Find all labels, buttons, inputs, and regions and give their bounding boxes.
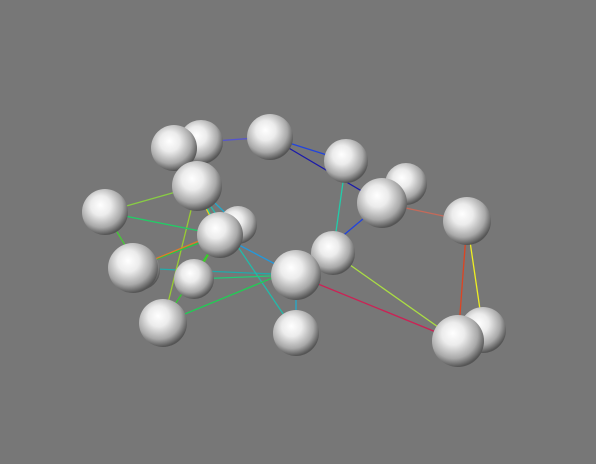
atom-sphere[interactable]	[139, 299, 187, 347]
atom-s20[interactable]	[432, 315, 484, 367]
atom-sphere[interactable]	[311, 231, 355, 275]
atom-sphere[interactable]	[82, 189, 128, 235]
atom-sphere[interactable]	[151, 125, 197, 171]
atom-s7[interactable]	[443, 197, 491, 245]
atom-s15[interactable]	[174, 259, 214, 299]
atom-s9[interactable]	[82, 189, 128, 235]
atom-s17[interactable]	[139, 299, 187, 347]
atom-s18[interactable]	[273, 310, 319, 356]
atom-s12[interactable]	[311, 231, 355, 275]
atom-sphere[interactable]	[271, 250, 321, 300]
atom-s11[interactable]	[197, 212, 243, 258]
atom-s16[interactable]	[271, 250, 321, 300]
atom-sphere[interactable]	[324, 139, 368, 183]
atom-s6[interactable]	[357, 178, 407, 228]
atom-sphere[interactable]	[357, 178, 407, 228]
atom-sphere[interactable]	[443, 197, 491, 245]
atom-sphere[interactable]	[108, 243, 158, 293]
atom-s14[interactable]	[108, 243, 158, 293]
atoms-layer	[82, 114, 506, 367]
atom-sphere[interactable]	[273, 310, 319, 356]
atom-s8[interactable]	[172, 161, 222, 211]
atom-sphere[interactable]	[247, 114, 293, 160]
atom-sphere[interactable]	[174, 259, 214, 299]
atom-s2[interactable]	[151, 125, 197, 171]
atom-sphere[interactable]	[432, 315, 484, 367]
bond-s16-s20	[295, 274, 459, 342]
atom-sphere[interactable]	[172, 161, 222, 211]
bond-s8-s18	[196, 185, 297, 334]
atom-s4[interactable]	[324, 139, 368, 183]
atom-s3[interactable]	[247, 114, 293, 160]
atom-sphere[interactable]	[197, 212, 243, 258]
bond-s16-s14	[132, 267, 297, 276]
